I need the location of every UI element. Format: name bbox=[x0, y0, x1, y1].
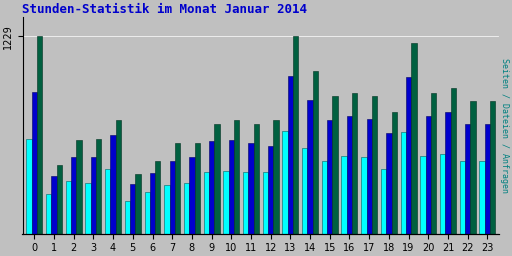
Bar bbox=[471, 101, 476, 233]
Bar bbox=[130, 184, 136, 233]
Bar bbox=[263, 172, 268, 233]
Bar bbox=[214, 124, 220, 233]
Bar bbox=[96, 139, 101, 233]
Bar bbox=[71, 157, 76, 233]
Bar bbox=[189, 157, 195, 233]
Bar bbox=[46, 194, 51, 233]
Bar bbox=[485, 124, 490, 233]
Bar bbox=[327, 120, 332, 233]
Bar bbox=[465, 124, 471, 233]
Bar bbox=[136, 174, 141, 233]
Bar bbox=[66, 181, 71, 233]
Bar bbox=[234, 120, 239, 233]
Bar bbox=[386, 133, 392, 233]
Bar bbox=[352, 93, 357, 233]
Bar bbox=[460, 161, 465, 233]
Bar bbox=[307, 100, 313, 233]
Bar bbox=[288, 76, 293, 233]
Bar bbox=[313, 71, 318, 233]
Bar bbox=[411, 44, 417, 233]
Bar bbox=[381, 168, 386, 233]
Bar bbox=[184, 183, 189, 233]
Bar bbox=[425, 116, 431, 233]
Bar bbox=[392, 112, 397, 233]
Bar bbox=[209, 141, 214, 233]
Text: Stunden-Statistik im Monat Januar 2014: Stunden-Statistik im Monat Januar 2014 bbox=[23, 3, 308, 16]
Bar bbox=[195, 143, 200, 233]
Bar bbox=[367, 119, 372, 233]
Bar bbox=[76, 141, 82, 233]
Bar bbox=[372, 96, 377, 233]
Bar bbox=[347, 116, 352, 233]
Bar bbox=[490, 101, 495, 233]
Bar bbox=[302, 148, 307, 233]
Bar bbox=[273, 120, 279, 233]
Bar bbox=[479, 161, 485, 233]
Bar bbox=[155, 161, 160, 233]
Bar bbox=[26, 139, 32, 233]
Bar bbox=[420, 156, 425, 233]
Bar bbox=[342, 156, 347, 233]
Bar bbox=[105, 168, 111, 233]
Bar bbox=[204, 172, 209, 233]
Bar bbox=[332, 96, 338, 233]
Bar bbox=[223, 171, 229, 233]
Bar bbox=[125, 201, 130, 233]
Bar bbox=[144, 192, 150, 233]
Bar bbox=[57, 165, 62, 233]
Bar bbox=[37, 36, 42, 233]
Bar bbox=[243, 172, 248, 233]
Bar bbox=[361, 157, 367, 233]
Bar bbox=[248, 143, 253, 233]
Bar bbox=[406, 77, 411, 233]
Bar bbox=[400, 132, 406, 233]
Bar bbox=[169, 161, 175, 233]
Bar bbox=[32, 92, 37, 233]
Bar bbox=[293, 36, 298, 233]
Bar bbox=[451, 88, 456, 233]
Bar bbox=[445, 112, 451, 233]
Bar bbox=[175, 143, 180, 233]
Bar bbox=[150, 173, 155, 233]
Bar bbox=[91, 157, 96, 233]
Bar bbox=[229, 140, 234, 233]
Bar bbox=[440, 154, 445, 233]
Bar bbox=[431, 93, 436, 233]
Bar bbox=[51, 176, 57, 233]
Bar bbox=[116, 120, 121, 233]
Bar bbox=[111, 135, 116, 233]
Y-axis label: Seiten / Dateien / Anfragen: Seiten / Dateien / Anfragen bbox=[500, 58, 509, 193]
Bar bbox=[86, 183, 91, 233]
Bar bbox=[322, 161, 327, 233]
Bar bbox=[164, 185, 169, 233]
Bar bbox=[253, 124, 259, 233]
Bar bbox=[268, 146, 273, 233]
Bar bbox=[283, 131, 288, 233]
